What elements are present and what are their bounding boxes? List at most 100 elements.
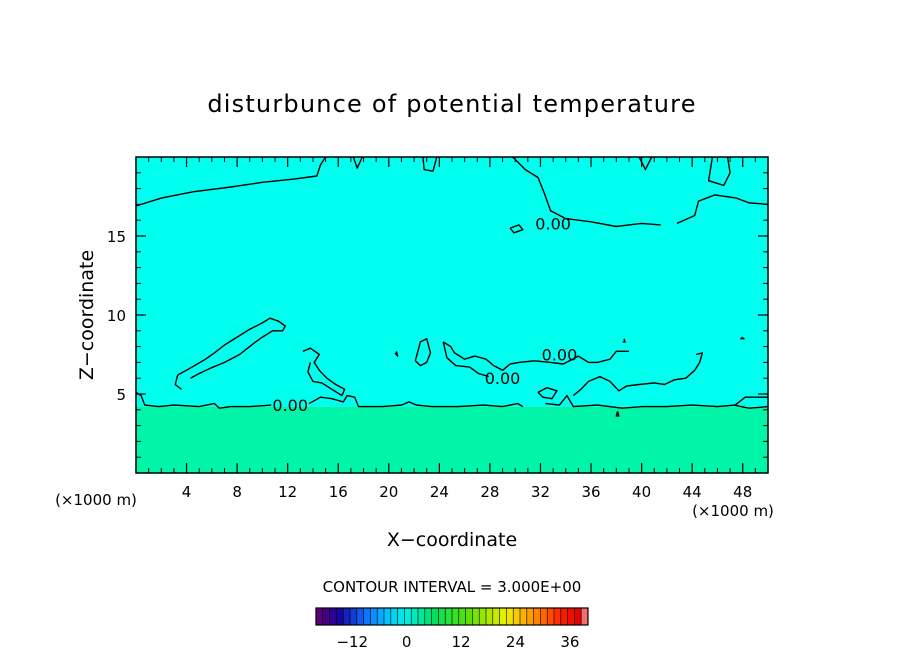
x-tick-label: 40	[632, 483, 651, 501]
contour-line	[394, 351, 399, 357]
colorbar-segment	[343, 608, 350, 625]
colorbar-segment	[465, 608, 473, 625]
y-axis-label: Z−coordinate	[76, 250, 98, 380]
field-region-0	[136, 157, 768, 407]
contour-line	[177, 317, 286, 379]
contour-label: 0.00	[542, 346, 578, 365]
x-ticks: 4 8 12 16 20 24 28 32 36 40 44 48	[148, 157, 756, 501]
y-tick-label: 10	[107, 307, 126, 325]
colorbar-segment	[384, 608, 391, 625]
colorbar-frame	[315, 607, 589, 626]
colorbar-segment	[390, 608, 398, 625]
colorbar-segment	[520, 608, 527, 625]
colorbar-segment	[329, 608, 337, 625]
field-layer	[136, 157, 768, 473]
colorbar-segment	[452, 608, 459, 625]
contour-line	[352, 156, 363, 169]
x-tick-label: 32	[531, 483, 550, 501]
contour-line	[545, 394, 768, 409]
colorbar-segment	[567, 608, 575, 625]
x-tick-label: 28	[480, 483, 499, 501]
colorbar	[315, 607, 589, 626]
plot-area: 0.000.000.000.00 4 8 12 16 20 24 28 32 36 40 44 48 …	[107, 156, 769, 501]
y-tick-label: 5	[116, 386, 126, 404]
colorbar-segment	[377, 608, 384, 625]
colorbar-segment	[418, 608, 425, 625]
colorbar-segment	[533, 608, 541, 625]
colorbar-segment	[574, 608, 582, 625]
colorbar-segment	[322, 608, 330, 625]
x-axis-label: X−coordinate	[387, 529, 517, 551]
colorbar-tick-label: −12	[336, 633, 368, 651]
colorbar-segment	[540, 608, 548, 625]
colorbar-segment	[560, 608, 568, 625]
x-tick-label: 48	[733, 483, 752, 501]
x-tick-label: 20	[379, 483, 398, 501]
y-tick-label: 15	[107, 228, 126, 246]
contour-line	[135, 156, 327, 207]
x-tick-label: 44	[683, 483, 702, 501]
x-tick-label: 24	[430, 483, 449, 501]
colorbar-tick-label: 36	[560, 633, 579, 651]
contour-line	[512, 156, 661, 228]
y-ticks: 5 10 15	[107, 172, 768, 458]
contour-label-group: 0.00 0.00 0.00 0.00	[272, 214, 577, 415]
contour-label: 0.00	[535, 214, 571, 233]
contour-line	[174, 374, 182, 390]
contour-line	[308, 394, 524, 408]
contour-interval-label: CONTOUR INTERVAL = 3.000E+00	[323, 578, 582, 596]
contour-line	[740, 336, 745, 340]
colorbar-segment	[554, 608, 561, 625]
contour-line	[733, 404, 769, 409]
colorbar-segment	[316, 608, 323, 625]
colorbar-segment	[438, 608, 446, 625]
colorbar-segment	[370, 608, 378, 625]
contour-line	[135, 391, 272, 409]
colorbar-segment	[486, 608, 493, 625]
colorbar-segment	[356, 608, 364, 625]
colorbar-segment	[472, 608, 480, 625]
colorbar-segment	[492, 608, 500, 625]
colorbar-segment	[350, 608, 357, 625]
contour-line	[622, 338, 626, 343]
colorbar-tick-label: 12	[452, 633, 471, 651]
x-tick-label: 12	[278, 483, 297, 501]
colorbar-segment	[513, 608, 520, 625]
chart-title: disturbunce of potential temperature	[207, 90, 696, 118]
contour-line	[302, 347, 346, 397]
x-tick-label: 36	[581, 483, 600, 501]
contour-line	[676, 194, 769, 225]
x-tick-label: 8	[232, 483, 242, 501]
colorbar-segment	[506, 608, 514, 625]
contour-line	[442, 341, 629, 371]
contour-label: 0.00	[272, 396, 308, 415]
colorbar-segment	[547, 608, 554, 625]
x-tick-label: 4	[182, 483, 192, 501]
contour-line	[572, 352, 703, 397]
colorbar-segment	[431, 608, 439, 625]
colorbar-segment	[397, 608, 405, 625]
colorbar-segment	[336, 608, 344, 625]
contour-label: 0.00	[485, 369, 521, 388]
contour-line	[537, 387, 558, 400]
colorbar-segment	[458, 608, 466, 625]
colorbar-segment	[581, 608, 588, 625]
colorbar-tick-label: 0	[402, 633, 412, 651]
x-unit-left: (×1000 m)	[55, 491, 137, 509]
colorbar-segment	[411, 608, 418, 625]
contour-line	[509, 224, 524, 234]
colorbar-ticks: −12 0 12 24 36	[336, 633, 579, 651]
colorbar-tick-label: 24	[506, 633, 525, 651]
colorbar-segment	[479, 608, 486, 625]
x-unit-right: (×1000 m)	[692, 502, 774, 520]
contour-line	[422, 156, 438, 172]
contour-lines	[135, 156, 769, 417]
colorbar-segment	[363, 608, 371, 625]
x-tick-label: 16	[329, 483, 348, 501]
colorbar-segment	[526, 608, 534, 625]
contour-line	[442, 341, 489, 378]
contour-line	[615, 411, 620, 417]
colorbar-segment	[445, 608, 452, 625]
colorbar-segment	[499, 608, 507, 625]
